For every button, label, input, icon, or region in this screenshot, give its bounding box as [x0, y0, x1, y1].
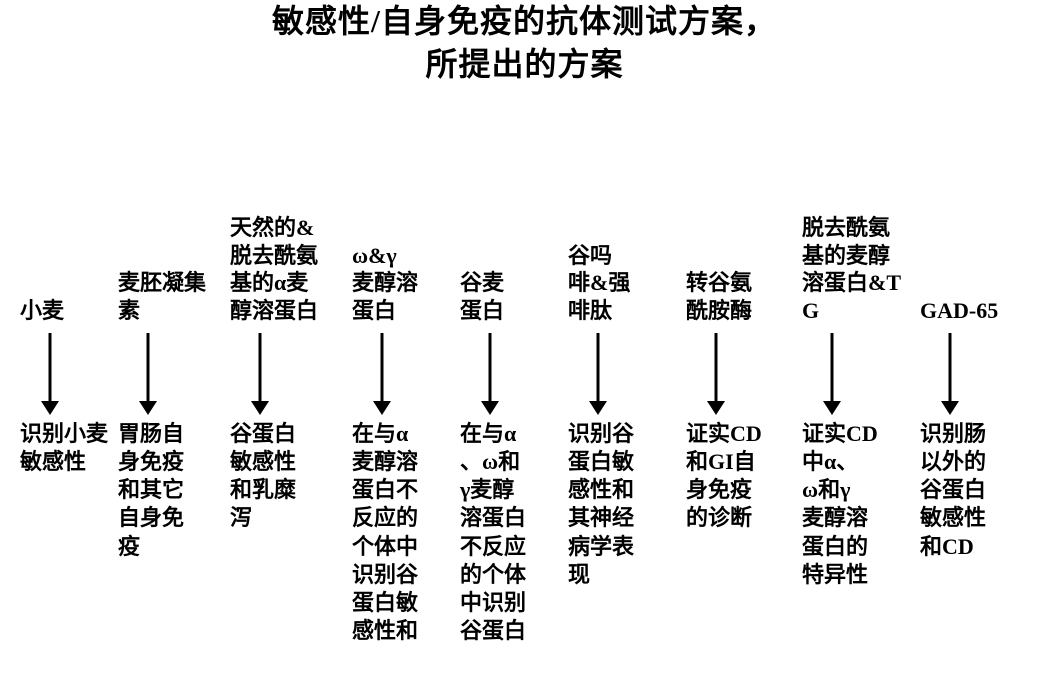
diagram-columns: 小麦识别小麦敏感性麦胚凝集素胃肠自身免疫和其它自身免疫天然的&脱去酰氨基的α麦醇… [0, 170, 1049, 645]
down-arrow-icon [20, 330, 118, 420]
column-header: 脱去酰氨基的麦醇溶蛋白&TG [802, 170, 901, 330]
page-title: 敏感性/自身免疫的抗体测试方案， 所提出的方案 [0, 0, 1049, 86]
column-description: 识别小麦敏感性 [20, 420, 108, 476]
column-header: 小麦 [20, 170, 64, 330]
diagram-column-4: 谷麦蛋白在与α、ω和γ麦醇溶蛋白不反应的个体中识别谷蛋白 [460, 170, 568, 645]
down-arrow-icon [460, 330, 568, 420]
diagram-column-5: 谷吗啡&强啡肽识别谷蛋白敏感性和其神经病学表现 [568, 170, 686, 645]
diagram-column-6: 转谷氨酰胺酶证实CD和GI自身免疫的诊断 [686, 170, 802, 645]
column-description: 谷蛋白敏感性和乳糜泻 [230, 420, 296, 533]
column-description: 证实CD中α、ω和γ麦醇溶蛋白的特异性 [802, 420, 878, 589]
diagram-column-7: 脱去酰氨基的麦醇溶蛋白&TG 证实CD中α、ω和γ麦醇溶蛋白的特异性 [802, 170, 920, 645]
column-description: 识别肠以外的谷蛋白敏感性和CD [920, 420, 986, 561]
down-arrow-icon [802, 330, 920, 420]
diagram-column-8: GAD-65 识别肠以外的谷蛋白敏感性和CD [920, 170, 1030, 645]
title-line-2: 所提出的方案 [0, 43, 1049, 86]
column-description: 证实CD和GI自身免疫的诊断 [686, 420, 762, 533]
down-arrow-icon [920, 330, 1030, 420]
column-description: 在与α、ω和γ麦醇溶蛋白不反应的个体中识别谷蛋白 [460, 420, 526, 645]
diagram-column-3: ω&γ麦醇溶蛋白在与α麦醇溶蛋白不反应的个体中识别谷蛋白敏感性和 [352, 170, 460, 645]
title-line-1: 敏感性/自身免疫的抗体测试方案， [0, 0, 1049, 43]
down-arrow-icon [118, 330, 230, 420]
down-arrow-icon [352, 330, 460, 420]
diagram-column-0: 小麦识别小麦敏感性 [20, 170, 118, 645]
column-header: ω&γ麦醇溶蛋白 [352, 170, 418, 330]
column-header: 谷吗啡&强啡肽 [568, 170, 630, 330]
down-arrow-icon [686, 330, 802, 420]
down-arrow-icon [568, 330, 686, 420]
column-header: 麦胚凝集素 [118, 170, 206, 330]
column-header: 天然的&脱去酰氨基的α麦醇溶蛋白 [230, 170, 318, 330]
diagram-column-2: 天然的&脱去酰氨基的α麦醇溶蛋白谷蛋白敏感性和乳糜泻 [230, 170, 352, 645]
column-header: GAD-65 [920, 170, 998, 330]
column-description: 识别谷蛋白敏感性和其神经病学表现 [568, 420, 634, 589]
column-header: 转谷氨酰胺酶 [686, 170, 752, 330]
column-description: 在与α麦醇溶蛋白不反应的个体中识别谷蛋白敏感性和 [352, 420, 418, 645]
column-header: 谷麦蛋白 [460, 170, 504, 330]
diagram-column-1: 麦胚凝集素胃肠自身免疫和其它自身免疫 [118, 170, 230, 645]
down-arrow-icon [230, 330, 352, 420]
column-description: 胃肠自身免疫和其它自身免疫 [118, 420, 184, 561]
